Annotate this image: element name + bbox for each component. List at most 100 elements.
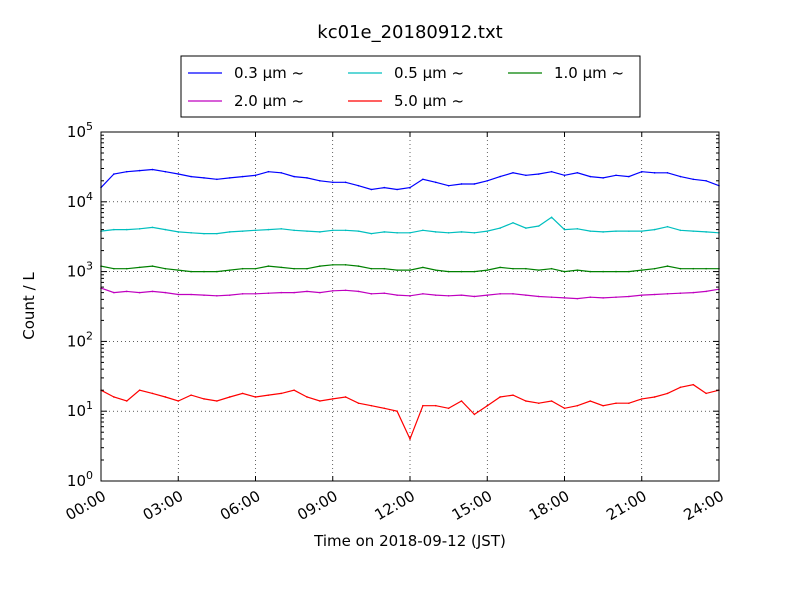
legend-label: 2.0 μm ~ (234, 92, 304, 110)
data-point (331, 264, 334, 266)
data-point (486, 230, 489, 232)
data-point (550, 296, 553, 298)
data-point (692, 383, 695, 386)
data-point (306, 267, 308, 270)
series-lines (100, 168, 720, 441)
data-point (357, 290, 360, 293)
data-point (473, 231, 476, 234)
data-point (679, 386, 682, 389)
data-point (138, 266, 141, 269)
data-point (563, 174, 566, 177)
data-point (460, 270, 463, 273)
data-point (512, 172, 514, 174)
data-point (692, 178, 695, 181)
data-point (499, 227, 501, 229)
data-point (370, 188, 373, 191)
data-point (525, 400, 527, 402)
x-tick-label: 03:00 (140, 487, 186, 524)
data-point (512, 267, 514, 270)
data-point (125, 170, 128, 173)
data-point (422, 266, 424, 269)
data-point (666, 265, 669, 267)
data-point (602, 177, 604, 179)
data-point (512, 293, 514, 295)
data-point (138, 291, 141, 294)
data-point (434, 181, 437, 184)
data-point (563, 407, 566, 410)
data-point (679, 292, 682, 295)
data-point (460, 183, 463, 185)
y-tick-label: 103 (67, 260, 93, 281)
data-point (203, 294, 205, 296)
data-point (357, 265, 360, 267)
data-point (203, 398, 205, 400)
data-point (525, 267, 527, 270)
x-axis-label: Time on 2018-09-12 (JST) (313, 532, 506, 550)
data-point (434, 404, 437, 407)
data-point (615, 402, 617, 405)
data-point (370, 267, 373, 270)
data-point (550, 267, 553, 270)
data-point (473, 183, 476, 185)
chart-title: kc01e_20180912.txt (317, 22, 502, 43)
x-tick-label: 09:00 (294, 487, 340, 524)
data-point (344, 229, 347, 232)
data-point (602, 270, 604, 273)
data-point (705, 231, 707, 233)
data-point (396, 269, 398, 271)
data-point (267, 394, 270, 396)
x-tick-label: 06:00 (217, 487, 263, 524)
data-point (705, 267, 707, 270)
data-point (653, 172, 656, 174)
data-point (383, 186, 386, 189)
data-point (319, 179, 321, 182)
data-point (679, 229, 682, 232)
data-point (280, 228, 283, 230)
data-point (537, 173, 540, 175)
legend-label: 0.5 μm ~ (394, 64, 464, 82)
data-point (396, 410, 398, 413)
data-point (190, 270, 192, 273)
data-point (447, 407, 450, 410)
data-point (177, 231, 180, 233)
data-point (216, 295, 218, 297)
data-point (151, 168, 154, 171)
data-point (537, 225, 540, 227)
data-point (525, 294, 527, 296)
y-tick-label: 102 (67, 329, 93, 350)
data-point (164, 170, 167, 173)
data-point (228, 294, 231, 296)
data-point (319, 265, 321, 267)
y-tick-label: 100 (67, 469, 93, 490)
data-point (241, 293, 244, 295)
data-point (190, 231, 192, 234)
data-point (383, 407, 386, 410)
data-point (151, 290, 154, 293)
data-point (499, 396, 501, 398)
data-point (409, 269, 411, 271)
data-point (370, 404, 373, 407)
data-point (499, 175, 501, 178)
data-point (254, 174, 257, 177)
data-point (344, 396, 347, 398)
data-point (486, 269, 489, 271)
data-point (267, 170, 270, 173)
data-point (409, 295, 411, 297)
data-point (409, 231, 411, 234)
data-point (267, 265, 270, 267)
data-point (125, 400, 128, 402)
data-point (357, 184, 360, 187)
data-point (190, 293, 192, 296)
data-point (113, 173, 115, 175)
data-point (653, 293, 656, 296)
series-line (100, 216, 720, 235)
data-point (460, 294, 463, 296)
data-point (525, 174, 527, 177)
data-point (383, 267, 386, 270)
data-point (177, 173, 180, 175)
x-tick-label: 00:00 (63, 487, 109, 524)
data-point (293, 389, 295, 391)
data-point (447, 231, 450, 234)
data-point (293, 267, 295, 270)
